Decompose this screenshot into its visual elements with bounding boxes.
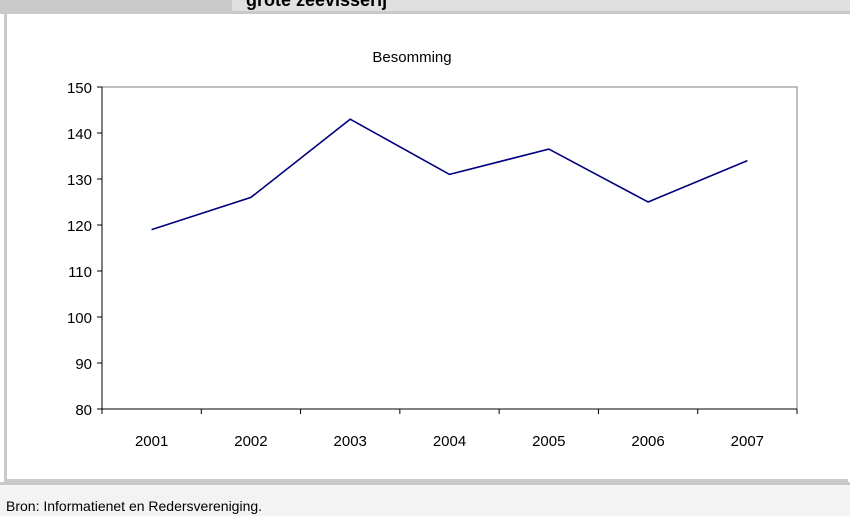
- y-tick-label: 140: [67, 126, 92, 143]
- x-tick-label: 2003: [334, 433, 367, 450]
- y-axis-ticks: 80 90 100 110 120 130 140 150: [67, 80, 102, 419]
- chart-frame: [4, 14, 848, 482]
- y-tick-label: 80: [75, 402, 92, 419]
- axes: [101, 86, 798, 410]
- y-tick-label: 110: [68, 264, 92, 281]
- chart-title: Besomming: [372, 49, 451, 66]
- x-tick-label: 2001: [135, 433, 168, 450]
- footer: [0, 482, 850, 516]
- x-tick-label: 2002: [234, 433, 267, 450]
- cut-off-title: grote zeevisserij: [232, 0, 850, 11]
- x-tick-label: 2004: [433, 433, 466, 450]
- y-tick-label: 100: [67, 310, 92, 327]
- x-tick-label: 2007: [731, 433, 764, 450]
- series-group: [151, 118, 748, 231]
- y-tick-label: 90: [75, 356, 92, 373]
- y-tick-label: 120: [67, 218, 92, 235]
- x-axis-ticks: 2001 2002 2003 2004 2005 2006 2007: [101, 409, 798, 450]
- x-tick-label: 2006: [631, 433, 664, 450]
- source-note: Bron: Informatienet en Redersvereniging.: [6, 498, 263, 514]
- y-tick-label: 130: [67, 172, 92, 189]
- y-tick-label: 150: [67, 80, 92, 97]
- plot-area: [101, 86, 798, 410]
- x-tick-label: 2005: [532, 433, 565, 450]
